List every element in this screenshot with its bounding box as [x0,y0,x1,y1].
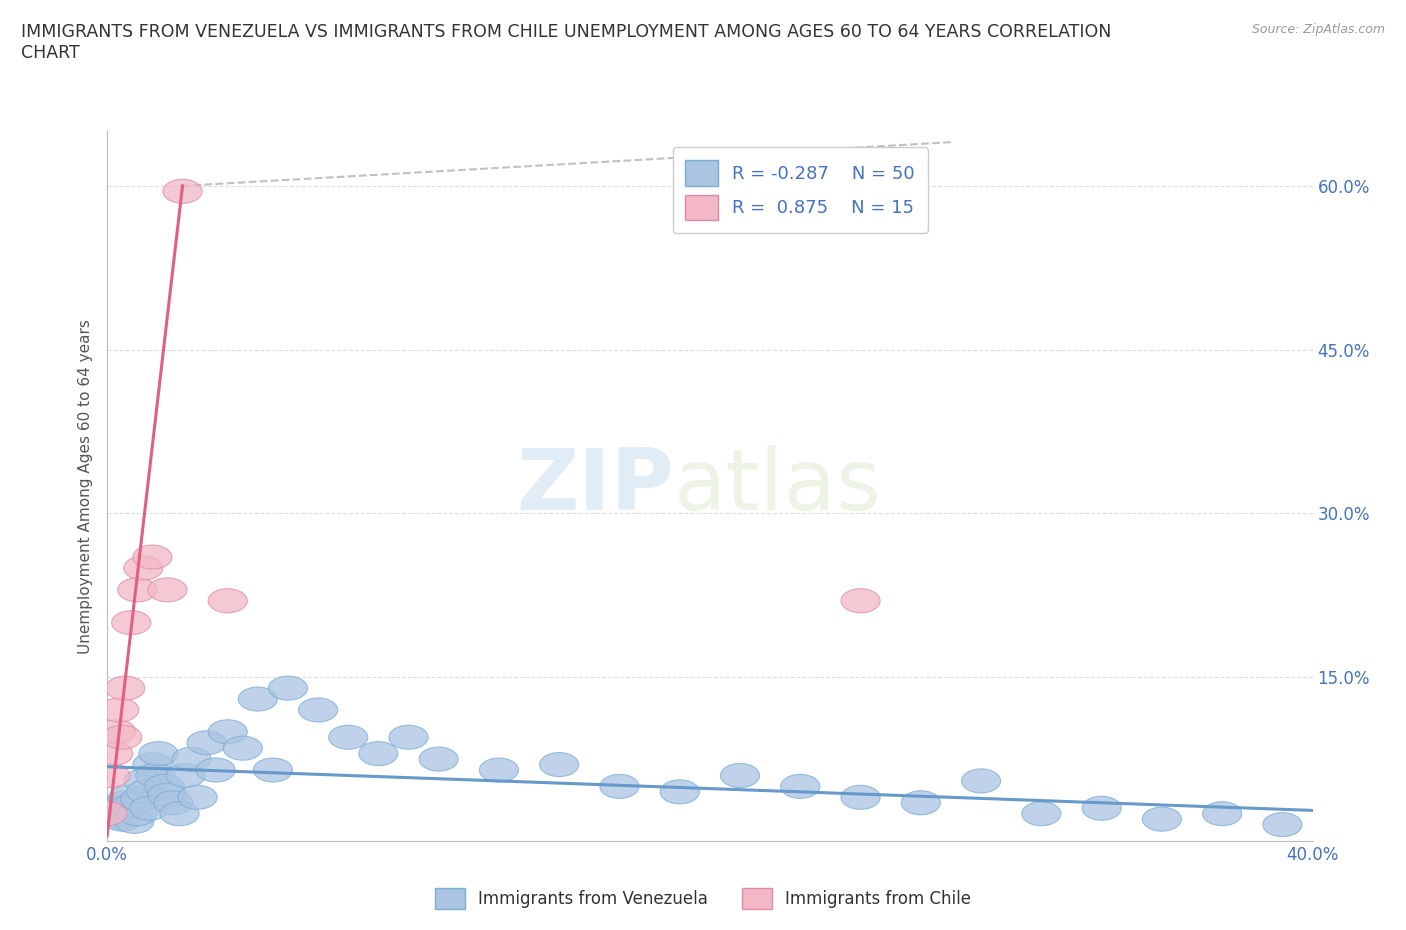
Ellipse shape [94,741,132,765]
Ellipse shape [148,578,187,602]
Legend: Immigrants from Venezuela, Immigrants from Chile: Immigrants from Venezuela, Immigrants fr… [427,880,979,917]
Ellipse shape [780,775,820,798]
Ellipse shape [100,805,139,829]
Ellipse shape [298,698,337,722]
Ellipse shape [103,807,142,831]
Ellipse shape [253,758,292,782]
Ellipse shape [111,611,150,634]
Ellipse shape [94,802,132,826]
Ellipse shape [661,780,699,804]
Text: Source: ZipAtlas.com: Source: ZipAtlas.com [1251,23,1385,36]
Ellipse shape [269,676,308,700]
Ellipse shape [195,758,235,782]
Ellipse shape [962,769,1001,793]
Ellipse shape [172,747,211,771]
Ellipse shape [208,720,247,744]
Ellipse shape [166,764,205,788]
Ellipse shape [841,589,880,613]
Ellipse shape [132,545,172,569]
Ellipse shape [127,780,166,804]
Ellipse shape [419,747,458,771]
Ellipse shape [238,687,277,711]
Ellipse shape [105,676,145,700]
Text: atlas: atlas [673,445,882,527]
Ellipse shape [129,796,169,820]
Ellipse shape [160,802,200,826]
Ellipse shape [87,802,127,826]
Ellipse shape [329,725,368,750]
Ellipse shape [87,796,127,820]
Ellipse shape [720,764,759,788]
Y-axis label: Unemployment Among Ages 60 to 64 years: Unemployment Among Ages 60 to 64 years [79,319,93,654]
Ellipse shape [1142,807,1181,831]
Ellipse shape [148,783,187,807]
Ellipse shape [111,794,150,818]
Ellipse shape [124,556,163,580]
Ellipse shape [97,720,136,744]
Ellipse shape [1263,813,1302,837]
Text: IMMIGRANTS FROM VENEZUELA VS IMMIGRANTS FROM CHILE UNEMPLOYMENT AMONG AGES 60 TO: IMMIGRANTS FROM VENEZUELA VS IMMIGRANTS … [21,23,1112,62]
Text: ZIP: ZIP [516,445,673,527]
Ellipse shape [118,802,157,826]
Legend: R = -0.287    N = 50, R =  0.875    N = 15: R = -0.287 N = 50, R = 0.875 N = 15 [673,147,928,232]
Ellipse shape [136,764,174,788]
Ellipse shape [841,785,880,809]
Ellipse shape [163,179,202,204]
Ellipse shape [97,798,136,822]
Ellipse shape [105,790,145,815]
Ellipse shape [145,775,184,798]
Ellipse shape [224,737,263,760]
Ellipse shape [479,758,519,782]
Ellipse shape [103,725,142,750]
Ellipse shape [121,788,160,812]
Ellipse shape [139,741,179,765]
Ellipse shape [1083,796,1121,820]
Ellipse shape [115,809,153,833]
Ellipse shape [1202,802,1241,826]
Ellipse shape [132,752,172,777]
Ellipse shape [359,741,398,765]
Ellipse shape [90,764,129,788]
Ellipse shape [540,752,579,777]
Ellipse shape [600,775,640,798]
Ellipse shape [179,785,217,809]
Ellipse shape [108,785,148,809]
Ellipse shape [124,769,163,793]
Ellipse shape [153,790,193,815]
Ellipse shape [187,731,226,755]
Ellipse shape [208,589,247,613]
Ellipse shape [100,698,139,722]
Ellipse shape [118,578,157,602]
Ellipse shape [389,725,427,750]
Ellipse shape [1022,802,1062,826]
Ellipse shape [901,790,941,815]
